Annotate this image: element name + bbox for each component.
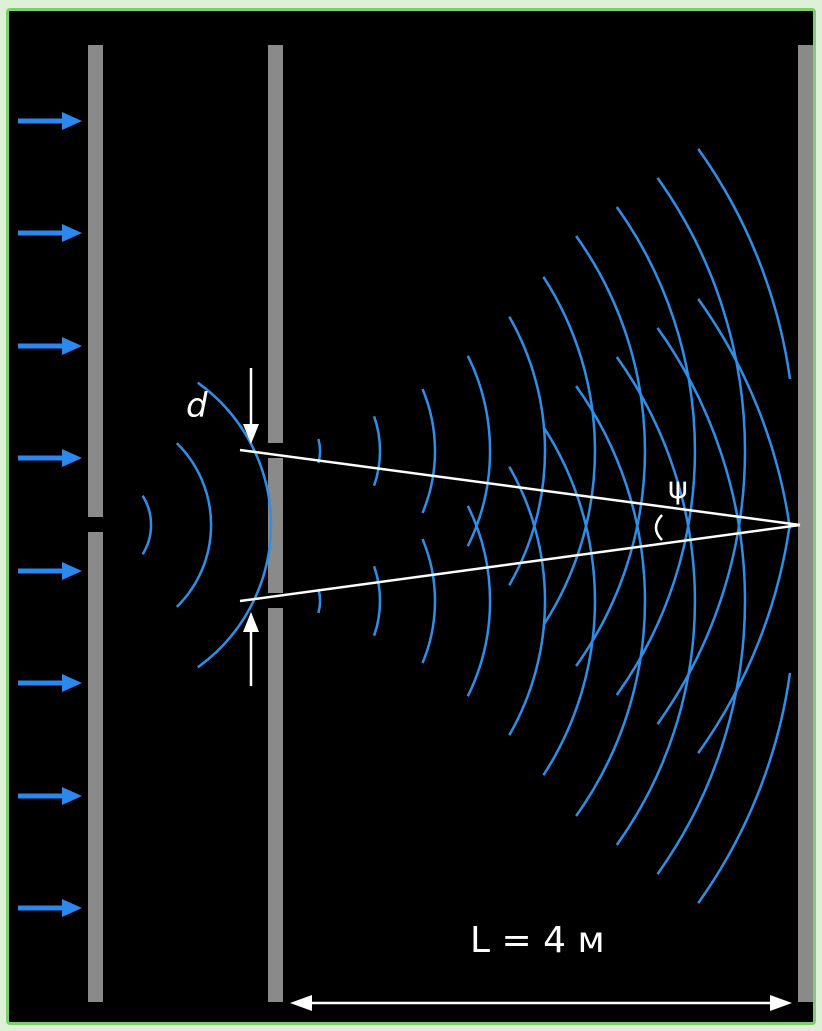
wavefront-arc [175, 442, 213, 608]
wavefront-arc [317, 438, 322, 464]
single-slit-screen [88, 45, 103, 1002]
wavefront-arc [615, 356, 697, 846]
d-arrow-top-head [243, 424, 259, 444]
diagram-frame [6, 8, 816, 1025]
wavefront-arc [197, 381, 273, 669]
arrow-right-icon [18, 112, 82, 130]
distance-marker [290, 995, 792, 1011]
arrow-right-icon [18, 224, 82, 242]
wavefront-arc [697, 148, 792, 380]
wavefront-arc [421, 388, 437, 514]
angle-arc [654, 514, 663, 541]
double-slit-screen-lower [268, 608, 283, 1002]
wavefront-arc [466, 505, 492, 697]
wavefront-arc [615, 206, 697, 696]
arrow-right-icon [18, 337, 82, 355]
wavefront-arc [421, 538, 437, 664]
wavefront-arc [542, 276, 597, 626]
wavefront-arc [697, 522, 792, 754]
arrow-right-icon [18, 562, 82, 580]
wavefront-arc [575, 235, 647, 667]
rays [239, 448, 801, 603]
arrow-right-icon [18, 787, 82, 805]
wavefront-arc [697, 298, 792, 530]
double-slit-screen-upper [268, 45, 283, 443]
double-slit-screen-middle [268, 458, 283, 593]
wavefront-arc [697, 672, 792, 904]
incident-arrows [18, 112, 82, 917]
wavefront-arc [656, 327, 747, 875]
arrow-right-icon [18, 449, 82, 467]
d-label: d [186, 386, 208, 426]
distance-arrow-right-head [770, 995, 792, 1011]
wavefront-arc [542, 426, 597, 776]
angle-label: ψ [668, 471, 688, 506]
arrow-right-icon [18, 674, 82, 692]
wavefront-arc [141, 495, 153, 555]
single-slit-screen-upper [88, 45, 103, 517]
wavefront-arc [372, 415, 382, 487]
distance-arrow-left-head [290, 995, 312, 1011]
double-slit-screen [268, 45, 283, 1002]
lower-ray [239, 523, 801, 603]
distance-label: L = 4 м [470, 920, 605, 961]
upper-ray [239, 448, 801, 527]
wavefront-arc [372, 565, 382, 637]
slit-separation-marker [243, 368, 259, 686]
wavefront-arc [508, 466, 547, 736]
arrow-right-icon [18, 899, 82, 917]
wavefront-arc [508, 316, 547, 586]
wavefront-arc [656, 177, 747, 725]
wavefront-arc [575, 385, 647, 817]
wavefronts [141, 148, 792, 904]
single-slit-screen-lower [88, 532, 103, 1002]
wavefront-arc [317, 588, 322, 614]
d-arrow-bottom-head [243, 612, 259, 632]
observation-screen [798, 45, 813, 1002]
wavefront-arc [466, 355, 492, 547]
